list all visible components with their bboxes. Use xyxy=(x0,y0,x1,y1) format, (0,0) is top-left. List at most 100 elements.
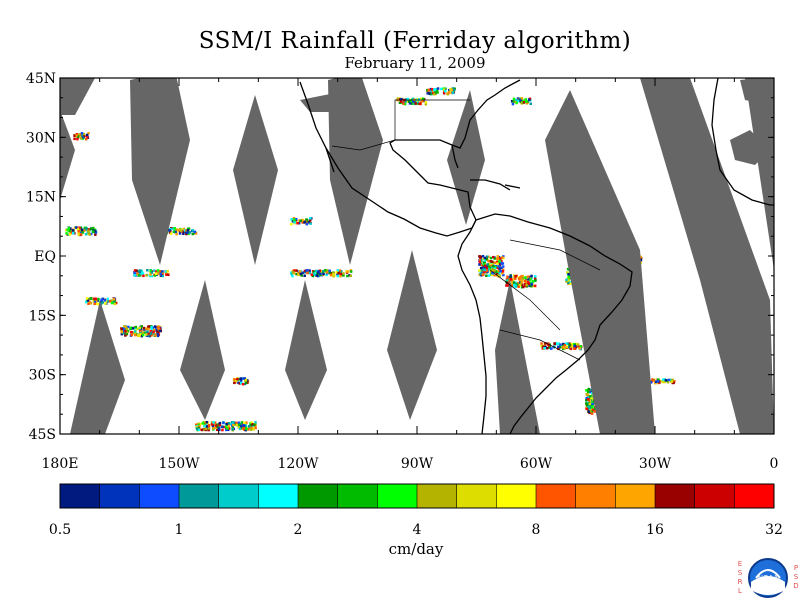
rain-pixel xyxy=(80,132,84,135)
rain-pixel xyxy=(529,278,532,281)
rain-pixel xyxy=(524,284,527,288)
rain-pixel xyxy=(670,380,674,383)
rain-pixel xyxy=(149,273,152,276)
noaa-logo-text: NOAA xyxy=(758,574,779,582)
no-data-swaths xyxy=(60,78,774,434)
rain-pixel xyxy=(194,232,198,235)
rain-pixel xyxy=(297,273,300,277)
rain-pixel xyxy=(499,263,502,266)
rain-pixel xyxy=(489,256,493,260)
rain-pixel xyxy=(93,230,97,233)
rain-pixel xyxy=(92,441,95,444)
rain-pixel xyxy=(147,327,150,331)
rain-pixel xyxy=(87,229,90,233)
rain-pixel xyxy=(249,422,252,425)
rain-pixel xyxy=(142,274,145,278)
rain-pixel xyxy=(516,282,520,285)
rain-pixel xyxy=(529,284,533,288)
rain-pixel xyxy=(519,100,523,104)
rain-pixel xyxy=(66,229,70,232)
rain-pixel xyxy=(533,277,537,280)
rain-pixel xyxy=(506,284,510,287)
rain-pixel xyxy=(587,408,590,411)
rain-pixel xyxy=(99,441,102,444)
rain-pixel xyxy=(140,334,143,338)
rain-pixel xyxy=(195,427,199,430)
rain-pixel xyxy=(84,233,88,236)
rain-pixel xyxy=(182,228,185,231)
rain-pixel xyxy=(559,346,562,349)
rain-pixel xyxy=(94,233,97,236)
rain-pixel xyxy=(175,232,178,236)
rain-pixel xyxy=(243,382,247,386)
rain-pixel xyxy=(157,272,160,275)
rain-pixel xyxy=(244,378,248,382)
rain-pixel xyxy=(242,426,246,430)
colorbar-swatch xyxy=(615,484,656,508)
rain-pixel xyxy=(141,271,144,274)
rain-pixel xyxy=(296,222,299,225)
rain-pixel xyxy=(227,422,231,425)
rain-pixel xyxy=(100,299,103,303)
rain-pixel xyxy=(663,380,666,384)
rain-pixel xyxy=(559,343,562,346)
logo-letter: D xyxy=(793,582,799,590)
rain-pixel xyxy=(661,380,665,384)
rain-pixel xyxy=(566,267,570,271)
rain-pixel xyxy=(587,410,590,413)
rain-pixel xyxy=(94,441,97,444)
logo-letter: S xyxy=(737,569,743,577)
rain-pixel xyxy=(134,325,138,329)
rain-pixel xyxy=(65,228,68,232)
rain-pixel xyxy=(481,273,485,276)
rain-pixel xyxy=(213,421,217,424)
rain-pixel xyxy=(231,426,234,429)
rain-pixel xyxy=(416,97,419,101)
rain-pixel xyxy=(313,273,317,277)
rain-pixel xyxy=(104,302,107,305)
colorbar-swatch xyxy=(337,484,378,508)
rain-pixel xyxy=(128,439,131,442)
rain-pixel xyxy=(337,271,340,275)
rain-pixel xyxy=(154,325,157,328)
rain-pixel xyxy=(290,271,293,274)
rain-pixel xyxy=(483,256,487,260)
colorbar-swatch xyxy=(99,484,140,508)
rain-pixel xyxy=(525,100,528,103)
rain-pixel xyxy=(198,424,201,428)
rain-pixel xyxy=(239,424,243,428)
rain-pixel xyxy=(211,428,215,431)
rain-pixel xyxy=(147,332,150,335)
rain-pixel xyxy=(237,426,241,429)
rain-pixel xyxy=(518,277,521,280)
rain-pixel xyxy=(485,268,489,271)
rain-pixel xyxy=(479,273,482,276)
rain-pixel xyxy=(127,325,130,329)
lat-label: 45S xyxy=(29,427,56,443)
rain-pixel xyxy=(317,274,320,278)
rain-pixel xyxy=(242,423,246,426)
rain-pixel xyxy=(498,267,501,270)
rain-pixel xyxy=(573,345,576,348)
lat-label: 30S xyxy=(29,368,56,384)
rain-pixel xyxy=(113,442,116,445)
rain-pixel xyxy=(149,329,152,333)
rain-pixel xyxy=(215,428,219,432)
rain-pixel xyxy=(568,346,571,349)
rain-pixel xyxy=(127,440,130,443)
rain-pixel xyxy=(528,97,532,101)
rain-pixel xyxy=(483,261,486,265)
rain-pixel xyxy=(191,232,195,236)
rain-pixel xyxy=(483,270,486,273)
rain-pixel xyxy=(414,102,417,105)
logo-letter: R xyxy=(737,578,743,586)
rain-pixel xyxy=(118,440,121,443)
rain-pixel xyxy=(586,401,589,405)
rain-pixel xyxy=(424,101,428,104)
rain-pixel xyxy=(498,257,502,260)
rain-pixel xyxy=(444,89,447,93)
rain-pixel xyxy=(205,425,208,428)
rain-pixel xyxy=(95,302,98,305)
rain-pixel xyxy=(239,377,242,380)
rain-pixel xyxy=(557,342,560,345)
